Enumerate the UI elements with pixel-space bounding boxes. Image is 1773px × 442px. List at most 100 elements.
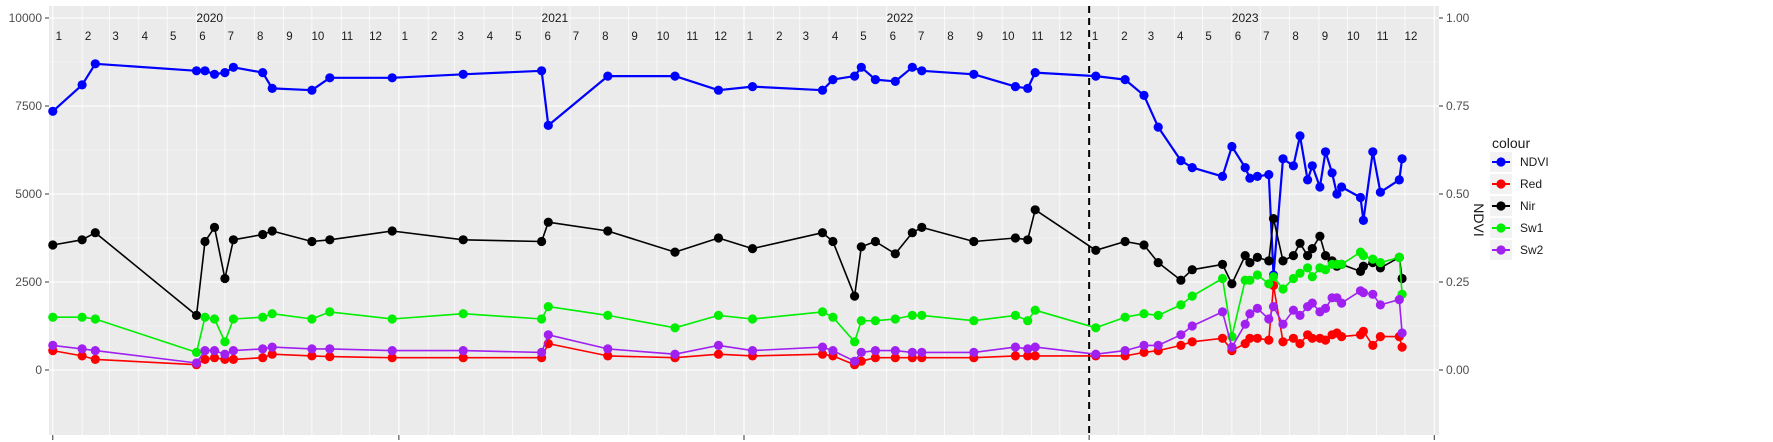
y2-tick-label: 1.00 — [1446, 11, 1470, 25]
data-point-red — [1252, 333, 1262, 343]
data-point-sw2 — [258, 344, 268, 354]
month-label: 2 — [1121, 31, 1127, 43]
data-point-sw1 — [387, 314, 397, 324]
month-label: 12 — [1405, 31, 1418, 43]
data-point-sw2 — [1176, 330, 1186, 340]
data-point-ndvi — [1358, 215, 1368, 225]
data-point-red — [228, 354, 238, 364]
month-label: 6 — [199, 31, 205, 43]
legend-key-point — [1496, 245, 1506, 255]
data-point-sw2 — [1337, 298, 1347, 308]
data-point-sw2 — [1278, 319, 1288, 329]
data-point-ndvi — [1252, 171, 1262, 181]
legend-item-sw2: Sw2 — [1490, 240, 1544, 260]
data-point-ndvi — [747, 82, 758, 92]
month-label: 5 — [860, 31, 866, 43]
data-point-sw2 — [1217, 307, 1228, 317]
data-point-sw1 — [969, 316, 979, 326]
data-point-sw1 — [1358, 251, 1368, 261]
data-point-ndvi — [713, 85, 724, 95]
data-point-nir — [209, 222, 220, 232]
data-point-sw2 — [1227, 342, 1237, 352]
data-point-sw1 — [458, 309, 468, 319]
legend: colour NDVI Red Nir Sw1 Sw2 — [1490, 135, 1549, 260]
data-point-nir — [1139, 240, 1149, 250]
data-point-sw1 — [850, 337, 860, 347]
legend-label: Red — [1520, 177, 1542, 191]
data-point-sw1 — [1288, 273, 1298, 284]
data-point-nir — [267, 226, 277, 236]
data-point-sw1 — [1091, 323, 1101, 333]
month-label: 4 — [142, 31, 149, 43]
data-point-red — [458, 353, 468, 363]
data-point-ndvi — [1332, 189, 1342, 199]
legend-key-point — [1496, 223, 1506, 233]
data-point-sw1 — [828, 312, 838, 322]
data-point-sw2 — [1295, 310, 1305, 320]
data-point-ndvi — [307, 85, 317, 95]
data-point-sw1 — [325, 307, 335, 317]
data-point-red — [890, 353, 900, 363]
month-label: 8 — [602, 31, 608, 43]
data-point-ndvi — [458, 69, 468, 79]
data-point-sw1 — [267, 309, 277, 319]
data-point-sw2 — [191, 358, 202, 368]
data-point-sw2 — [1375, 300, 1385, 310]
data-point-sw2 — [458, 346, 468, 356]
data-point-ndvi — [1355, 192, 1366, 203]
data-point-ndvi — [1337, 182, 1347, 192]
data-point-ndvi — [969, 69, 979, 79]
data-point-ndvi — [1240, 163, 1250, 173]
legend-item-ndvi: NDVI — [1490, 152, 1549, 172]
data-point-sw1 — [200, 312, 210, 322]
data-point-ndvi — [870, 75, 881, 85]
month-label: 12 — [1059, 31, 1072, 43]
month-label: 12 — [714, 31, 727, 43]
data-point-sw1 — [1268, 272, 1279, 282]
data-point-ndvi — [828, 75, 838, 85]
data-point-sw2 — [1320, 303, 1331, 313]
data-point-red — [1030, 351, 1040, 361]
data-point-sw1 — [1303, 263, 1313, 273]
data-point-nir — [907, 228, 917, 238]
data-point-red — [1368, 340, 1378, 350]
data-point-sw1 — [817, 307, 828, 317]
y2-tick-label: 0.00 — [1446, 363, 1470, 377]
data-point-nir — [1176, 275, 1186, 285]
month-label: 10 — [657, 31, 670, 43]
month-label: 7 — [228, 31, 234, 43]
data-point-sw1 — [209, 314, 220, 324]
year-label: 2022 — [887, 11, 914, 25]
data-point-sw1 — [48, 312, 58, 322]
data-point-nir — [1030, 205, 1040, 215]
data-point-red — [1397, 342, 1407, 352]
month-label: 1 — [56, 31, 62, 43]
data-point-sw2 — [817, 342, 828, 352]
data-point-nir — [1303, 251, 1313, 261]
data-point-ndvi — [200, 66, 210, 76]
month-label: 5 — [1205, 31, 1211, 43]
month-label: 4 — [487, 31, 494, 43]
month-label: 6 — [890, 31, 896, 43]
year-label: 2020 — [196, 11, 223, 25]
data-point-red — [1358, 326, 1368, 336]
month-label: 6 — [1235, 31, 1241, 43]
data-point-sw1 — [670, 323, 680, 333]
data-point-sw1 — [1139, 309, 1149, 319]
data-point-sw2 — [713, 340, 724, 350]
data-point-nir — [1245, 258, 1255, 268]
month-label: 9 — [286, 31, 292, 43]
data-point-nir — [713, 233, 724, 243]
data-point-red — [77, 351, 87, 361]
data-point-ndvi — [220, 68, 230, 78]
data-point-sw1 — [1375, 258, 1385, 268]
y2-tick-label: 0.75 — [1446, 99, 1470, 113]
data-point-nir — [603, 226, 613, 236]
legend-key-point — [1496, 157, 1506, 167]
data-point-nir — [1315, 231, 1325, 241]
data-point-sw1 — [1252, 270, 1262, 280]
month-label: 4 — [1177, 31, 1184, 43]
data-point-sw1 — [258, 312, 268, 322]
data-point-sw2 — [537, 347, 547, 357]
